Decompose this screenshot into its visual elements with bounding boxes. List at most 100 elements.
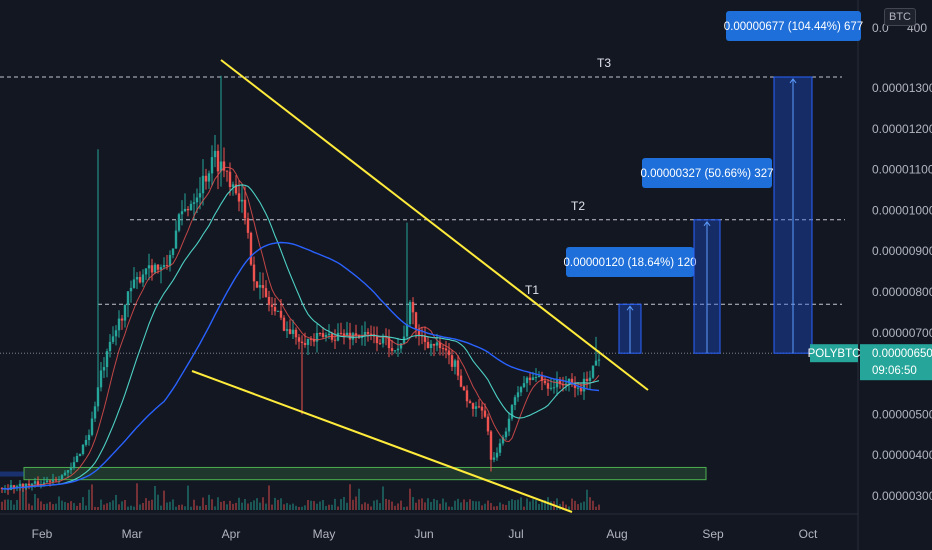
volume-bar [115, 494, 117, 510]
volume-bar [415, 502, 417, 510]
volume-bar [454, 500, 456, 510]
candle-body [57, 479, 61, 481]
volume-bar [139, 504, 141, 510]
candle-body [465, 390, 469, 402]
candle-body [444, 348, 448, 351]
volume-bar [46, 503, 48, 510]
volume-bar [481, 505, 483, 510]
candle-body [48, 480, 52, 482]
volume-bar [4, 499, 6, 510]
candle-body [477, 406, 481, 408]
volume-bar [460, 502, 462, 510]
candle-body [237, 193, 241, 202]
target-label-t1: T1 [525, 283, 539, 297]
y-axis-tick-label: 0.00000900 [872, 244, 932, 258]
candle-body [222, 161, 226, 171]
volume-bar [517, 499, 519, 510]
volume-bar [505, 504, 507, 510]
candle-body [579, 387, 583, 392]
candle-body [285, 329, 289, 331]
candle-body [30, 483, 34, 486]
volume-bar [19, 487, 21, 510]
volume-bar [400, 500, 402, 510]
volume-bar [88, 489, 90, 510]
volume-bar [493, 506, 495, 510]
volume-bar [388, 499, 390, 510]
volume-bar [184, 506, 186, 510]
volume-bar [49, 501, 51, 510]
volume-bar [40, 501, 42, 510]
candle-body [534, 377, 538, 379]
candle-body [549, 387, 553, 389]
candle-body [78, 453, 82, 456]
candle-body [174, 230, 178, 249]
candle-body [393, 350, 397, 352]
candle-body [543, 380, 547, 384]
projection-tag-t2 [642, 158, 772, 188]
candle-body [129, 287, 133, 292]
support-zone-left [0, 471, 24, 477]
volume-bar [55, 503, 57, 510]
candle-body [396, 348, 400, 351]
candle-body [333, 339, 337, 341]
volume-bar [220, 501, 222, 510]
volume-bar [439, 503, 441, 510]
candle-body [135, 277, 139, 280]
candle-body [504, 431, 508, 438]
candle-body [51, 479, 55, 482]
volume-bar [238, 497, 240, 510]
candle-body [492, 457, 496, 460]
y-axis-tick-label: 0.00000800 [872, 285, 932, 299]
candle-body [126, 291, 130, 305]
volume-bar [304, 505, 306, 510]
volume-bar [7, 499, 9, 510]
candle-body [273, 306, 277, 312]
volume-bar [451, 506, 453, 510]
candle-body [111, 336, 115, 342]
volume-bar [232, 503, 234, 510]
volume-bar [556, 498, 558, 510]
candle-body [75, 455, 79, 463]
currency-badge[interactable]: BTC [884, 8, 916, 26]
volume-bar [16, 500, 18, 510]
volume-bar [448, 506, 450, 510]
volume-bar [256, 498, 258, 510]
candle-body [87, 434, 91, 441]
volume-bar [61, 500, 63, 510]
volume-bar [301, 506, 303, 510]
candle-body [528, 377, 532, 381]
candle-body [594, 360, 598, 366]
volume-bar [205, 504, 207, 510]
volume-bar [541, 501, 543, 510]
candle-body [546, 383, 550, 389]
volume-bar [169, 501, 171, 510]
support-zone [23, 466, 707, 481]
candle-body [426, 341, 430, 348]
volume-bar [289, 504, 291, 510]
volume-bar [181, 504, 183, 510]
bar-countdown: 09:06:50 [872, 365, 917, 377]
candle-body [414, 312, 418, 329]
volume-bar [157, 494, 159, 510]
candle-body [105, 351, 109, 368]
volume-bar [94, 506, 96, 510]
candle-body [69, 468, 73, 471]
candle-body [417, 328, 421, 336]
volume-bar [334, 498, 336, 510]
y-axis-tick-label: 0.00000700 [872, 326, 932, 340]
candle-body [33, 481, 37, 484]
moving-average-slow [1, 241, 600, 490]
candle-body [459, 375, 463, 387]
volume-bar [103, 504, 105, 510]
volume-bar [31, 505, 33, 510]
volume-bar [508, 500, 510, 510]
candle-body [84, 440, 88, 445]
candle-body [18, 483, 22, 487]
candle-body [204, 175, 208, 182]
volume-bar [22, 489, 24, 510]
candle-body [159, 267, 163, 270]
candle-body [597, 359, 601, 361]
volume-bar [310, 500, 312, 510]
